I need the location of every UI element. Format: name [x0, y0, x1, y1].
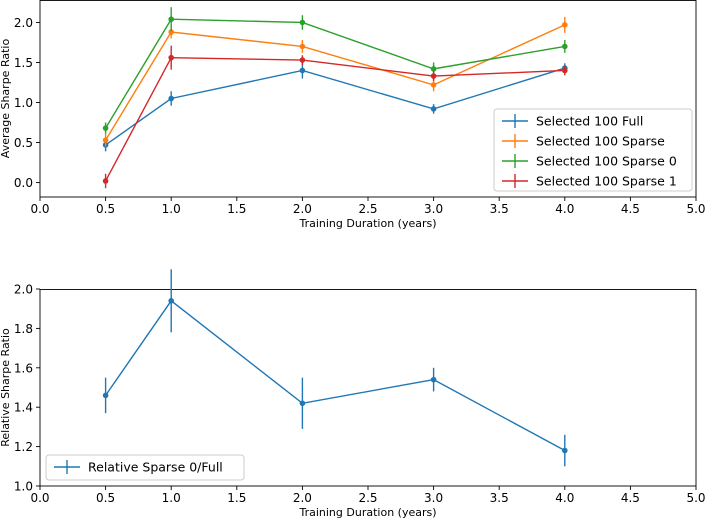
- y-axis-label: Relative Sharpe Ratio: [0, 328, 12, 447]
- data-point: [168, 95, 174, 102]
- series-2: [102, 16, 568, 147]
- legend-entry-label: Selected 100 Sparse: [536, 134, 665, 149]
- legend-box: [493, 108, 693, 192]
- x-tick-label: 0.0: [30, 202, 49, 216]
- y-tick-label: 0.5: [14, 136, 33, 150]
- y-tick-label: 1.4: [14, 401, 33, 415]
- legend-entry-label: Selected 100 Full: [536, 114, 643, 129]
- y-tick-label: 2.0: [14, 16, 33, 30]
- y-tick-label: 2.0: [14, 283, 33, 297]
- x-tick-label: 1.5: [227, 491, 246, 505]
- data-point: [299, 43, 306, 50]
- data-point: [299, 19, 306, 26]
- x-tick-label: 2.0: [293, 491, 312, 505]
- y-tick-label: 0.0: [14, 176, 33, 190]
- legend: Selected 100 Full Selected 100 Sparse Sele…: [493, 108, 693, 192]
- data-point: [299, 400, 306, 407]
- x-tick-label: 3.0: [424, 202, 443, 216]
- data-point: [102, 178, 109, 184]
- data-point: [430, 82, 437, 88]
- legend-entry-label: Selected 100 Sparse 1: [536, 174, 677, 189]
- y-tick-label: 1.0: [14, 480, 33, 494]
- data-point: [168, 29, 174, 35]
- series-line: [105, 299, 566, 452]
- x-tick-label: 3.5: [490, 491, 509, 505]
- y-tick-label: 1.5: [14, 56, 33, 70]
- x-axis-label: Training Duration (years): [298, 506, 436, 518]
- data-point: [430, 73, 437, 79]
- y-tick-label: 1.6: [14, 361, 33, 375]
- legend-entry-label: Relative Sparse 0/Full: [88, 460, 223, 475]
- data-point: [430, 376, 437, 383]
- y-tick-label: 1.2: [14, 440, 33, 454]
- x-tick-label: 3.5: [490, 202, 509, 216]
- legend: Relative Sparse 0/Full: [45, 454, 245, 481]
- data-point: [299, 67, 306, 74]
- x-tick-label: 4.5: [621, 491, 640, 505]
- y-axis-label: Average Sharpe Ratio: [0, 39, 12, 159]
- x-tick-label: 4.0: [555, 491, 574, 505]
- data-point: [299, 57, 306, 63]
- data-point: [430, 106, 437, 112]
- y-tick-label: 1.8: [14, 322, 33, 336]
- series-3: [102, 7, 568, 134]
- series-1: [102, 269, 568, 467]
- x-tick-label: 1.0: [162, 491, 181, 505]
- y-tick-label: 1.0: [14, 96, 33, 110]
- x-tick-label: 1.0: [162, 202, 181, 216]
- data-point: [562, 447, 568, 454]
- data-point: [168, 16, 174, 23]
- x-axis-label: Training Duration (years): [298, 217, 436, 230]
- x-tick-label: 4.5: [621, 202, 640, 216]
- legend-box: [45, 454, 245, 481]
- chart-panel-2: 0.0 0.5 1.0 1.5 2.0 2.5 3.0 3.5 4.0 4.5 5.0 1.0 1.2 1…: [0, 269, 706, 518]
- x-tick-label: 4.0: [555, 202, 574, 216]
- data-point: [562, 43, 568, 50]
- data-point: [102, 125, 109, 131]
- x-tick-label: 5.0: [686, 202, 705, 216]
- x-tick-label: 0.0: [30, 491, 49, 505]
- legend-entry-label: Selected 100 Sparse 0: [536, 154, 677, 169]
- data-point: [102, 137, 109, 143]
- x-tick-label: 1.5: [227, 202, 246, 216]
- series-4: [102, 45, 568, 189]
- data-point: [168, 54, 174, 61]
- data-point: [102, 392, 109, 399]
- x-tick-label: 2.5: [358, 491, 377, 505]
- chart-panel-1: 0.0 0.5 1.0 1.5 2.0 2.5 3.0 3.5 4.0 4.5 5.0 0.0 0.5 1…: [0, 0, 706, 230]
- data-point: [168, 298, 174, 304]
- data-point: [562, 67, 568, 74]
- x-tick-label: 0.5: [96, 202, 115, 216]
- x-tick-label: 3.0: [424, 491, 443, 505]
- x-tick-label: 2.5: [358, 202, 377, 216]
- data-point: [562, 22, 568, 28]
- data-point: [430, 66, 437, 72]
- x-tick-label: 2.0: [293, 202, 312, 216]
- x-tick-label: 0.5: [96, 491, 115, 505]
- x-tick-label: 5.0: [686, 491, 705, 505]
